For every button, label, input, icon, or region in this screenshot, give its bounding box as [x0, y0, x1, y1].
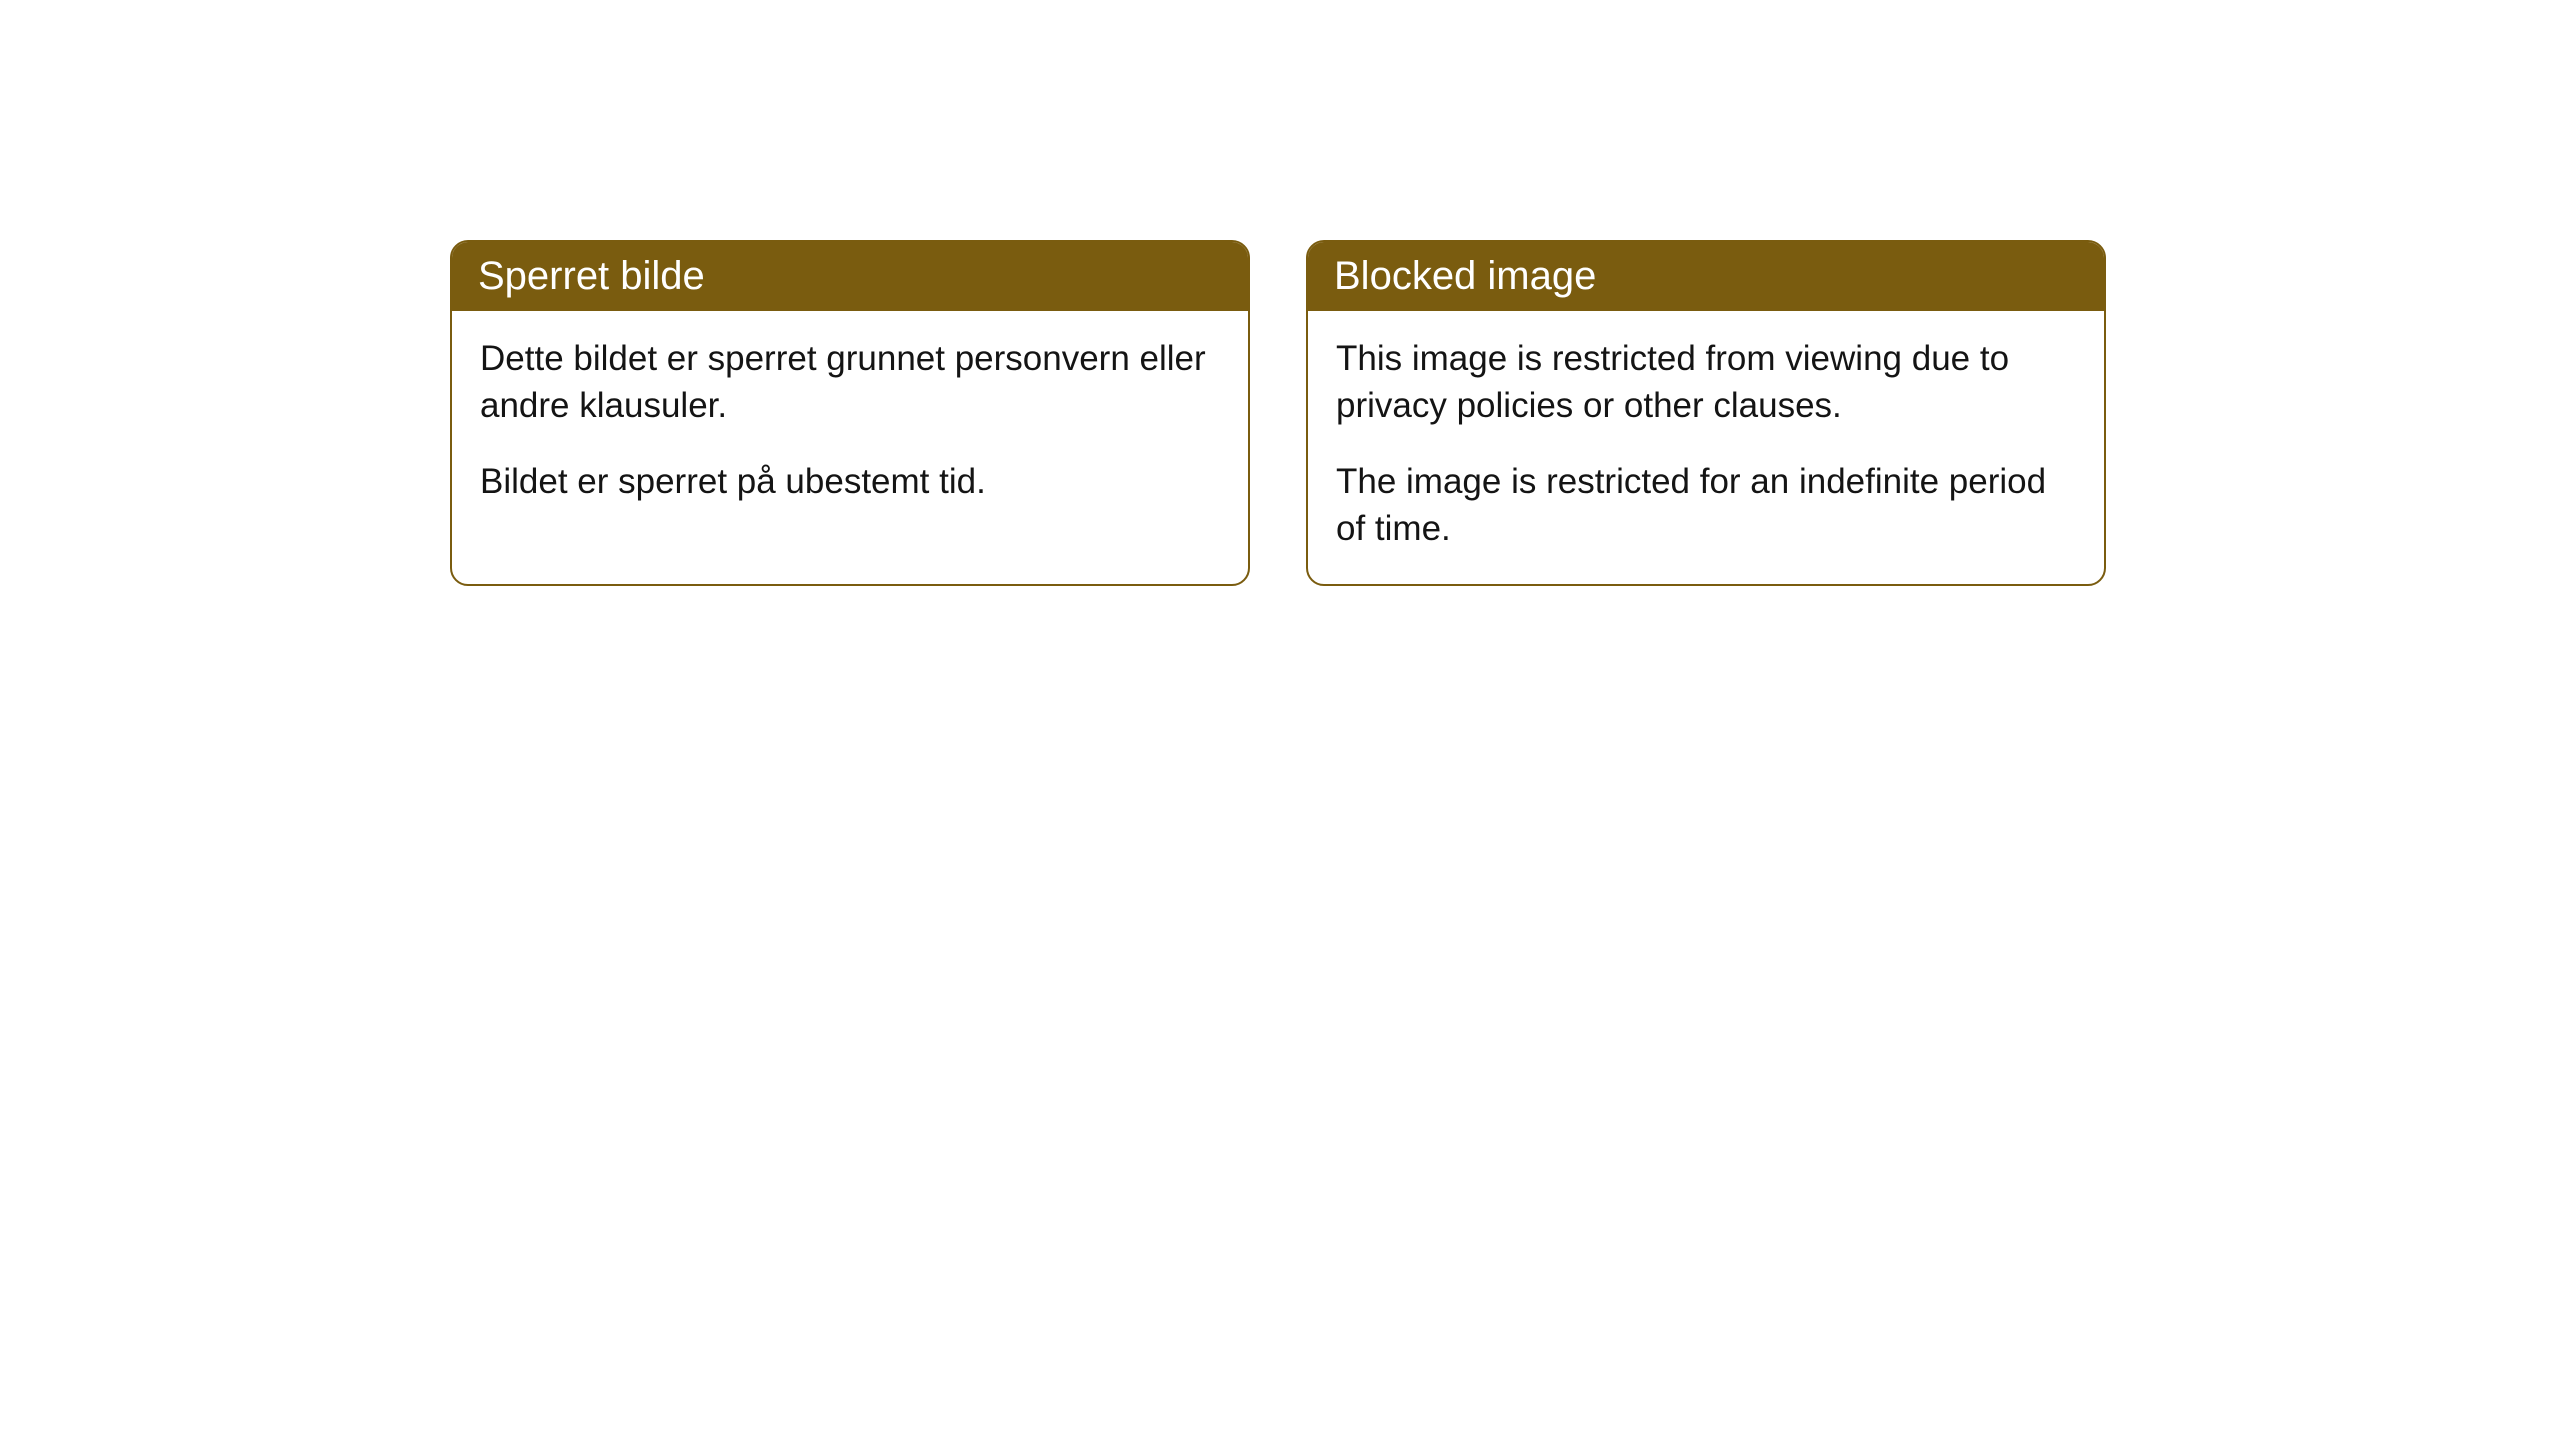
card-title: Sperret bilde	[478, 254, 705, 298]
notice-container: Sperret bilde Dette bildet er sperret gr…	[450, 240, 2560, 586]
notice-paragraph: Dette bildet er sperret grunnet personve…	[480, 335, 1220, 430]
notice-paragraph: The image is restricted for an indefinit…	[1336, 458, 2076, 553]
card-body: Dette bildet er sperret grunnet personve…	[452, 311, 1248, 537]
card-header: Sperret bilde	[452, 242, 1248, 311]
notice-card-norwegian: Sperret bilde Dette bildet er sperret gr…	[450, 240, 1250, 586]
card-body: This image is restricted from viewing du…	[1308, 311, 2104, 584]
card-title: Blocked image	[1334, 254, 1596, 298]
card-header: Blocked image	[1308, 242, 2104, 311]
notice-paragraph: This image is restricted from viewing du…	[1336, 335, 2076, 430]
notice-paragraph: Bildet er sperret på ubestemt tid.	[480, 458, 1220, 505]
notice-card-english: Blocked image This image is restricted f…	[1306, 240, 2106, 586]
